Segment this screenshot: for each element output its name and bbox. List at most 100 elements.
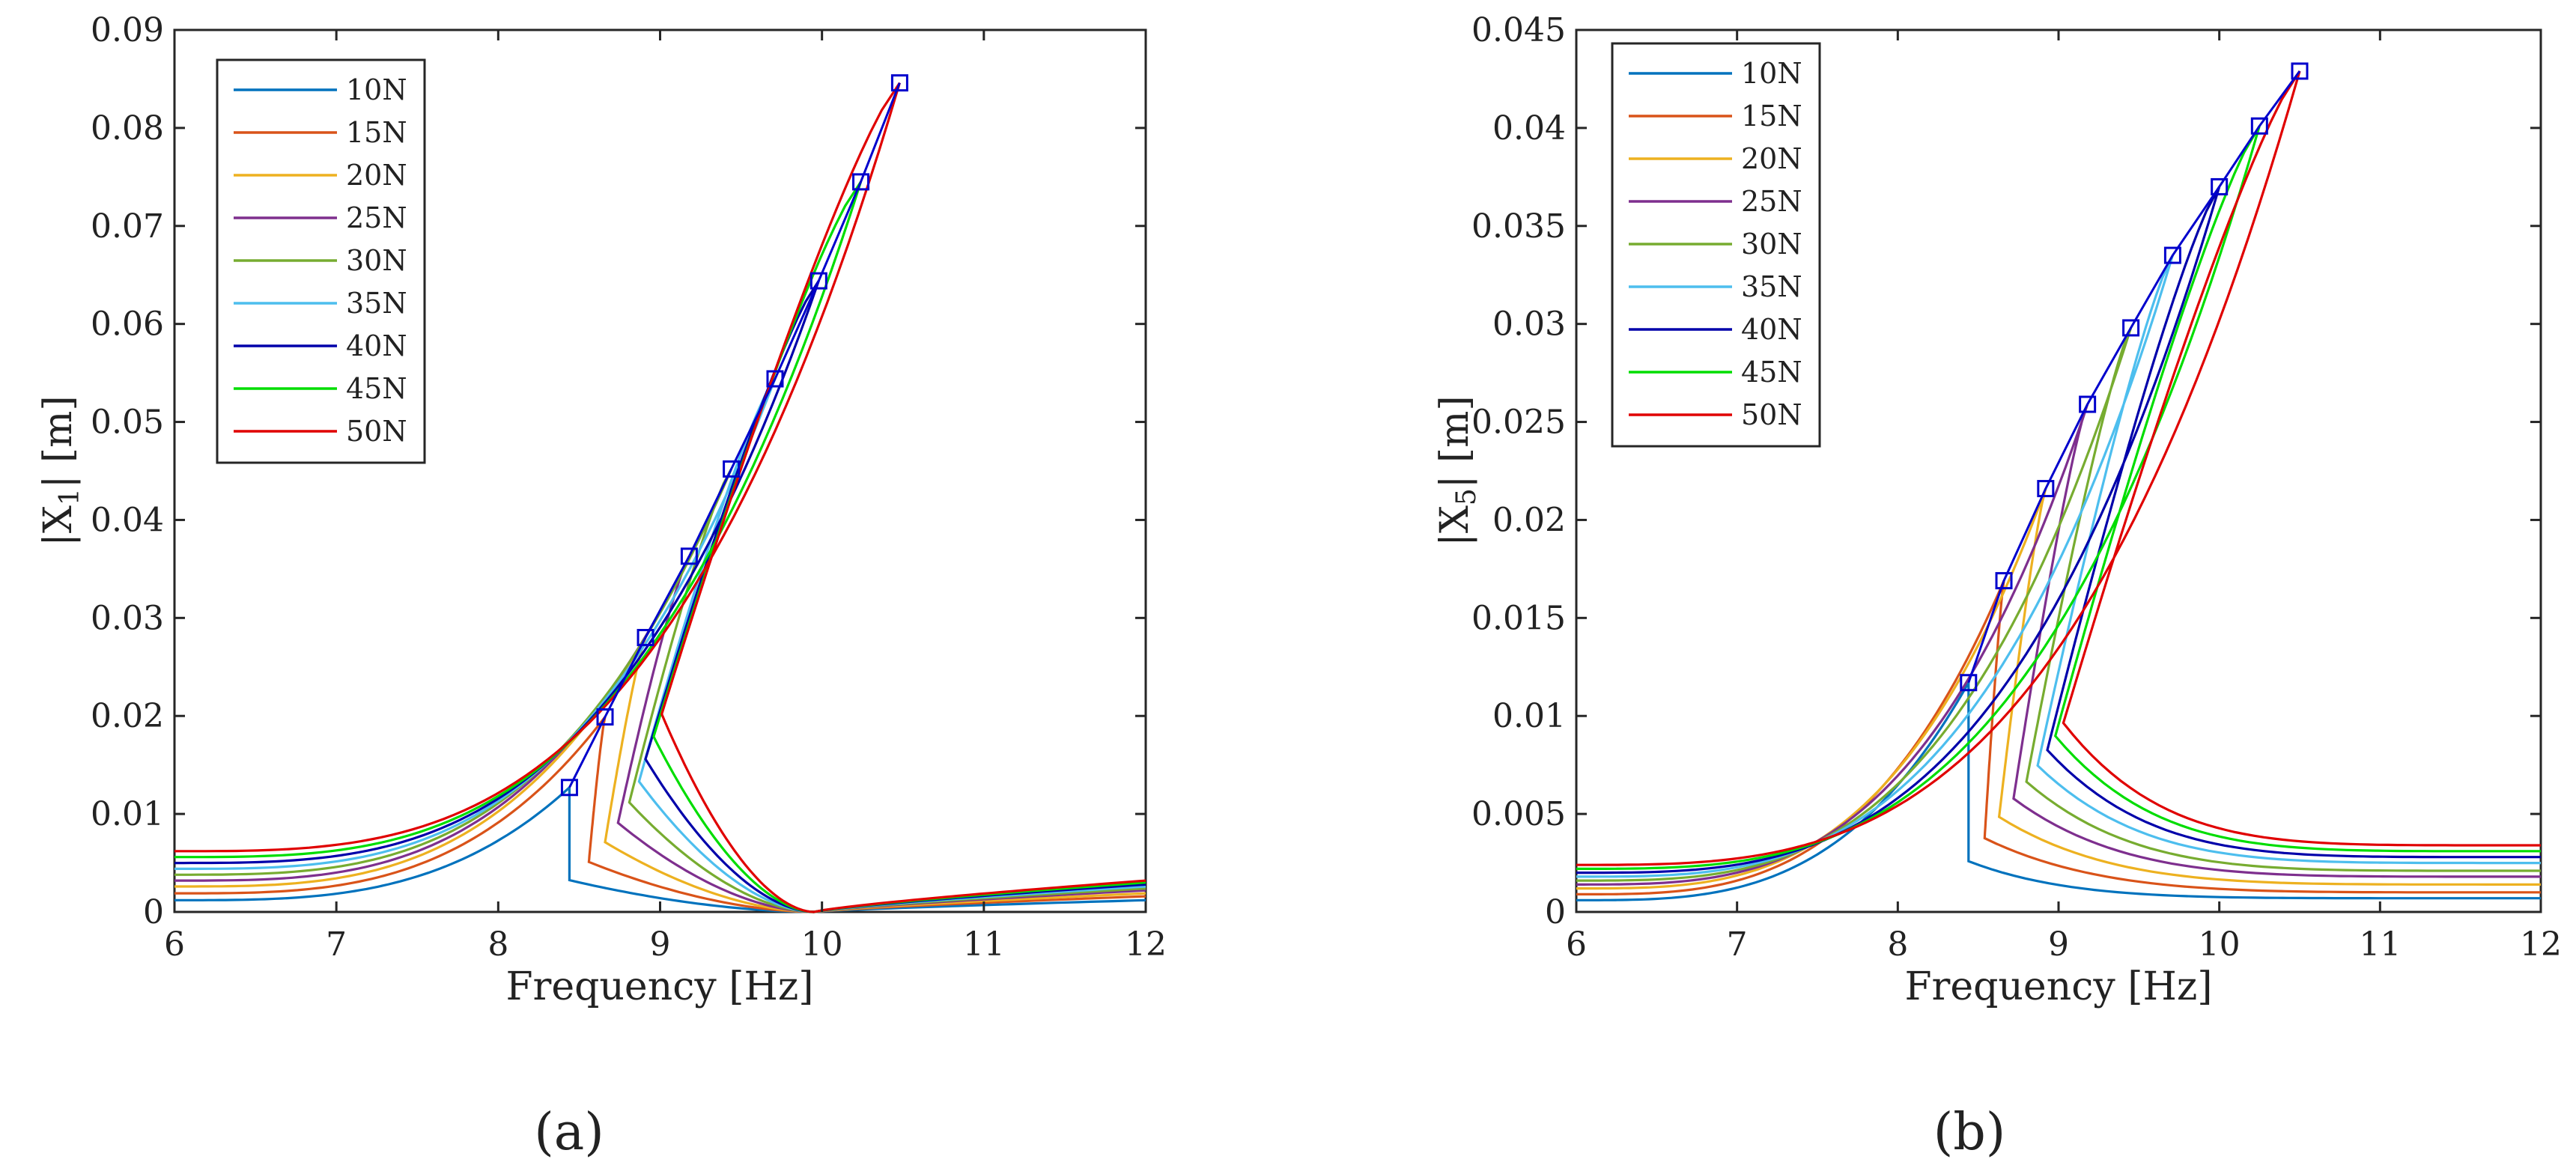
backbone-marker <box>637 629 654 647</box>
backbone-marker <box>2250 117 2268 135</box>
x-tick-label: 12 <box>2520 925 2562 964</box>
curves-group <box>174 82 1146 913</box>
legend-label: 35N <box>1741 270 1802 303</box>
backbone-marker <box>2291 62 2309 80</box>
y-tick-label: 0.07 <box>91 207 164 246</box>
backbone-marker <box>680 547 698 565</box>
legend: 10N 15N 20N 25N 30N 35N 40N 45N 50N <box>1611 42 1821 448</box>
backbone-marker <box>2211 177 2229 195</box>
y-ticks: 0 0.005 0.01 0.015 0.02 0.025 0.03 0.035 0.04 0.0… <box>1471 11 2541 931</box>
y-tick-label: 0.05 <box>91 404 164 442</box>
y-tick-label: 0 <box>143 893 164 931</box>
x-tick-label: 10 <box>2199 925 2241 964</box>
backbone-marker <box>766 370 784 388</box>
y-label-base: |X <box>36 505 81 547</box>
y-label-unit: | [m] <box>36 395 81 488</box>
x-ticks: 6 7 8 9 10 11 12 <box>164 30 1167 964</box>
panel-b: 6 7 8 9 10 11 12 00.0050.010.0150.020.0250.030… <box>1433 11 2562 1162</box>
series-line-50N <box>1576 70 2541 866</box>
y-tick-label: 0.02 <box>1492 501 1566 539</box>
legend-label: 35N <box>346 287 407 320</box>
legend: 10N 15N 20N 25N 30N 35N 40N 45N 50N <box>216 58 426 464</box>
y-label-subscript: 1 <box>55 488 85 505</box>
x-tick-label: 9 <box>650 925 671 964</box>
legend-label: 25N <box>1741 185 1802 218</box>
x-tick-label: 8 <box>487 925 508 964</box>
y-label-subscript: 5 <box>1451 488 1482 505</box>
y-axis-label: |X1| [m] <box>36 395 85 546</box>
y-tick-label: 0.01 <box>1492 697 1566 735</box>
legend-items: 10N 15N 20N 25N 30N 35N 40N 45N 50N <box>1629 57 1802 431</box>
legend-label: 10N <box>1741 57 1802 90</box>
x-ticks: 6 7 8 9 10 11 12 <box>1566 30 2562 964</box>
legend-label: 15N <box>346 116 407 149</box>
legend-label: 25N <box>346 201 407 234</box>
series-line-10N <box>1576 678 2541 901</box>
x-tick-label: 6 <box>164 925 185 964</box>
panel-label: (b) <box>1933 1103 2006 1162</box>
x-tick-label: 7 <box>326 925 347 964</box>
legend-label: 45N <box>346 372 407 405</box>
backbone-line <box>568 82 901 788</box>
x-axis-label: Frequency [Hz] <box>1904 964 2212 1009</box>
backbone-marker <box>890 74 908 92</box>
backbone-markers <box>1960 62 2309 692</box>
panel-a: 6 7 8 9 10 11 12 0 0.01 0.02 0.03 0.04 0.05 0.06 0.07… <box>36 11 1167 1162</box>
backbone-marker <box>596 708 614 726</box>
y-label-base: |X <box>1433 505 1477 547</box>
y-tick-label: 0.09 <box>91 11 164 49</box>
backbone-marker <box>560 779 578 797</box>
x-tick-label: 10 <box>801 925 843 964</box>
legend-label: 50N <box>1741 398 1802 431</box>
backbone-marker <box>852 173 870 191</box>
legend-label: 20N <box>346 159 407 192</box>
y-tick-label: 0.04 <box>91 501 164 539</box>
legend-items: 10N 15N 20N 25N 30N 35N 40N 45N 50N <box>234 73 407 448</box>
legend-label: 30N <box>1741 228 1802 261</box>
legend-label: 15N <box>1741 100 1802 133</box>
series-line-15N <box>1576 580 2541 895</box>
y-tick-label: 0.025 <box>1471 404 1566 442</box>
y-tick-label: 0.03 <box>91 599 164 637</box>
series-line-50N <box>174 82 1146 913</box>
legend-label: 50N <box>346 415 407 448</box>
backbone-marker <box>723 460 741 478</box>
y-tick-label: 0.045 <box>1471 11 1566 49</box>
x-tick-label: 7 <box>1727 925 1748 964</box>
backbone-marker <box>809 272 827 290</box>
y-tick-label: 0 <box>1545 893 1566 931</box>
backbone-marker <box>2122 319 2140 337</box>
y-axis-label: |X5| [m] <box>1433 395 1482 546</box>
x-tick-label: 8 <box>1887 925 1908 964</box>
curves-group <box>1576 70 2541 901</box>
legend-label: 30N <box>346 244 407 277</box>
y-ticks: 0 0.01 0.02 0.03 0.04 0.05 0.06 0.07 0.08 0.09 <box>91 11 1146 931</box>
backbone-marker <box>1995 572 2013 590</box>
y-tick-label: 0.06 <box>91 305 164 344</box>
backbone-marker <box>2163 246 2181 264</box>
legend-label: 10N <box>346 73 407 106</box>
legend-label: 45N <box>1741 356 1802 389</box>
y-tick-label: 0.03 <box>1492 305 1566 344</box>
series-line-20N <box>1576 488 2541 890</box>
y-tick-label: 0.035 <box>1471 207 1566 246</box>
x-tick-label: 9 <box>2048 925 2069 964</box>
backbone-marker <box>1960 674 1978 692</box>
x-tick-label: 12 <box>1125 925 1167 964</box>
y-tick-label: 0.005 <box>1471 795 1566 833</box>
y-tick-label: 0.04 <box>1492 109 1566 147</box>
x-axis-label: Frequency [Hz] <box>505 964 813 1009</box>
y-tick-label: 0.015 <box>1471 599 1566 637</box>
backbone-marker <box>2037 480 2055 498</box>
x-tick-label: 11 <box>963 925 1005 964</box>
backbone-marker <box>2079 395 2097 413</box>
y-tick-label: 0.01 <box>91 795 164 833</box>
legend-label: 40N <box>346 329 407 362</box>
y-label-unit: | [m] <box>1433 395 1477 488</box>
legend-label: 20N <box>1741 142 1802 175</box>
x-tick-label: 6 <box>1566 925 1587 964</box>
legend-label: 40N <box>1741 313 1802 346</box>
backbone-markers <box>560 74 908 797</box>
backbone-line <box>1967 70 2301 684</box>
